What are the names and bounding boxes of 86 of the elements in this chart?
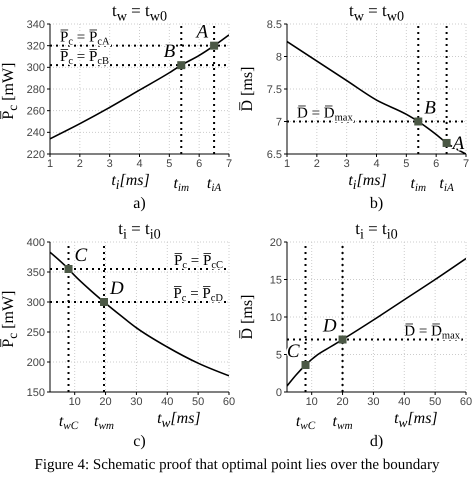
x-tick-label: 60: [460, 396, 472, 408]
y-tick-label: 10: [270, 312, 282, 324]
ref-line-label: t$_{im}$: [173, 175, 190, 194]
text: b): [368, 194, 384, 214]
y-tick-label: 260: [26, 106, 45, 118]
y-tick-label: 8.5: [266, 18, 282, 31]
y-tick-label: 7: [276, 116, 282, 128]
ref-line-label: P̅$_{c}$ = P̅$_{cA}$: [60, 29, 110, 48]
x-tick-label: 5: [403, 158, 410, 170]
y-tick-label: 6.5: [266, 148, 282, 161]
text: a): [132, 194, 147, 214]
chart-title: t$_{i}$ = t$_{i0}$: [354, 218, 399, 244]
y-tick-label: 280: [26, 84, 45, 96]
ref-line-label: P̅$_{c}$ = P̅$_{cB}$: [60, 48, 109, 67]
y-tick-label: 320: [26, 40, 45, 53]
ref-line-label: P̅$_{c}$ = P̅$_{cD}$: [173, 286, 224, 304]
chart-title: t$_{w}$ = t$_{w0}$: [112, 1, 168, 24]
y-tick-label: 300: [26, 296, 45, 309]
y-tick-label: 15: [270, 274, 282, 286]
x-tick-label: 30: [367, 396, 380, 408]
x-tick-label: 40: [161, 396, 174, 408]
text: c): [132, 432, 147, 452]
x-tick-label: 1: [46, 158, 54, 170]
y-axis-title: D̅ [ms]: [238, 294, 257, 342]
ref-line-label: t$_{wm}$: [94, 413, 114, 432]
annotation: C: [74, 245, 88, 266]
ref-line-label: t$_{wC}$: [296, 413, 316, 432]
x-tick-label: 50: [429, 396, 442, 408]
text: d): [368, 432, 384, 452]
x-tick-label: 5: [166, 158, 172, 170]
x-tick-label: 6: [433, 158, 440, 170]
y-tick-label: 340: [26, 18, 45, 31]
x-tick-label: 20: [336, 396, 349, 408]
y-axis-title: D̅ [ms]: [238, 66, 257, 114]
y-tick-label: 0: [276, 386, 282, 399]
x-tick-label: 4: [373, 158, 380, 170]
y-tick-label: 150: [26, 386, 45, 399]
y-tick-label: 5: [276, 349, 282, 362]
y-tick-label: 200: [26, 356, 45, 369]
ref-line-label: t$_{wm}$: [332, 413, 353, 432]
chart-title: t$_{w}$ = t$_{w0}$: [348, 0, 406, 26]
ref-line-label: P̅$_{c}$ = P̅$_{cC}$: [174, 252, 223, 271]
ref-line-label: t$_{wC}$: [58, 413, 79, 432]
ref-line-label: t$_{im}$: [410, 175, 426, 194]
y-tick-label: 20: [270, 236, 282, 249]
x-tick-label: 2: [314, 158, 320, 170]
y-tick-label: 220: [26, 148, 45, 161]
x-tick-label: 2: [76, 158, 83, 170]
x-axis-title: t$_{w}$[ms]: [156, 409, 202, 432]
y-tick-label: 8: [276, 51, 282, 64]
x-tick-label: 7: [226, 158, 232, 170]
y-tick-label: 7.5: [266, 84, 282, 96]
x-tick-label: 40: [398, 396, 410, 408]
annotation: A: [450, 132, 465, 154]
caption: Figure 4: Schematic proof that optimal point lies over the boundary: [34, 456, 440, 474]
ref-line-label: t$_{iA}$: [439, 175, 454, 194]
x-tick-label: 1: [284, 158, 290, 170]
x-tick-label: 3: [106, 158, 113, 170]
annotation: B: [424, 98, 436, 118]
ref-line-label: D̅ = D̅$_{max}$: [297, 104, 354, 124]
x-tick-label: 4: [136, 158, 143, 170]
x-axis-title: t$_{i}$[ms]: [110, 171, 151, 194]
x-tick-label: 60: [222, 396, 236, 408]
x-tick-label: 10: [306, 396, 318, 408]
annotation: D: [322, 316, 337, 336]
x-axis-title: t$_{w}$[ms]: [393, 409, 439, 432]
x-tick-label: 20: [99, 396, 112, 408]
y-tick-label: 300: [26, 62, 45, 74]
y-tick-label: 400: [26, 236, 45, 249]
x-axis-title: t$_{i}$[ms]: [347, 171, 388, 194]
ref-line-label: D̅ = D̅$_{max}$: [404, 322, 461, 342]
annotation: A: [194, 22, 208, 43]
annotation: B: [164, 41, 176, 62]
ref-line-label: t$_{iA}$: [206, 175, 222, 194]
x-tick-label: 10: [68, 396, 81, 408]
x-tick-label: 30: [130, 396, 143, 408]
annotation: C: [286, 341, 300, 362]
y-tick-label: 240: [26, 127, 45, 140]
y-tick-label: 350: [26, 266, 45, 279]
y-tick-label: 250: [26, 326, 45, 339]
annotation: D: [109, 278, 124, 299]
x-tick-label: 3: [344, 158, 350, 170]
x-tick-label: 7: [462, 158, 470, 170]
chart-title: t$_{i}$ = t$_{i0}$: [117, 218, 162, 244]
x-tick-label: 50: [192, 396, 204, 408]
x-tick-label: 6: [196, 158, 202, 170]
